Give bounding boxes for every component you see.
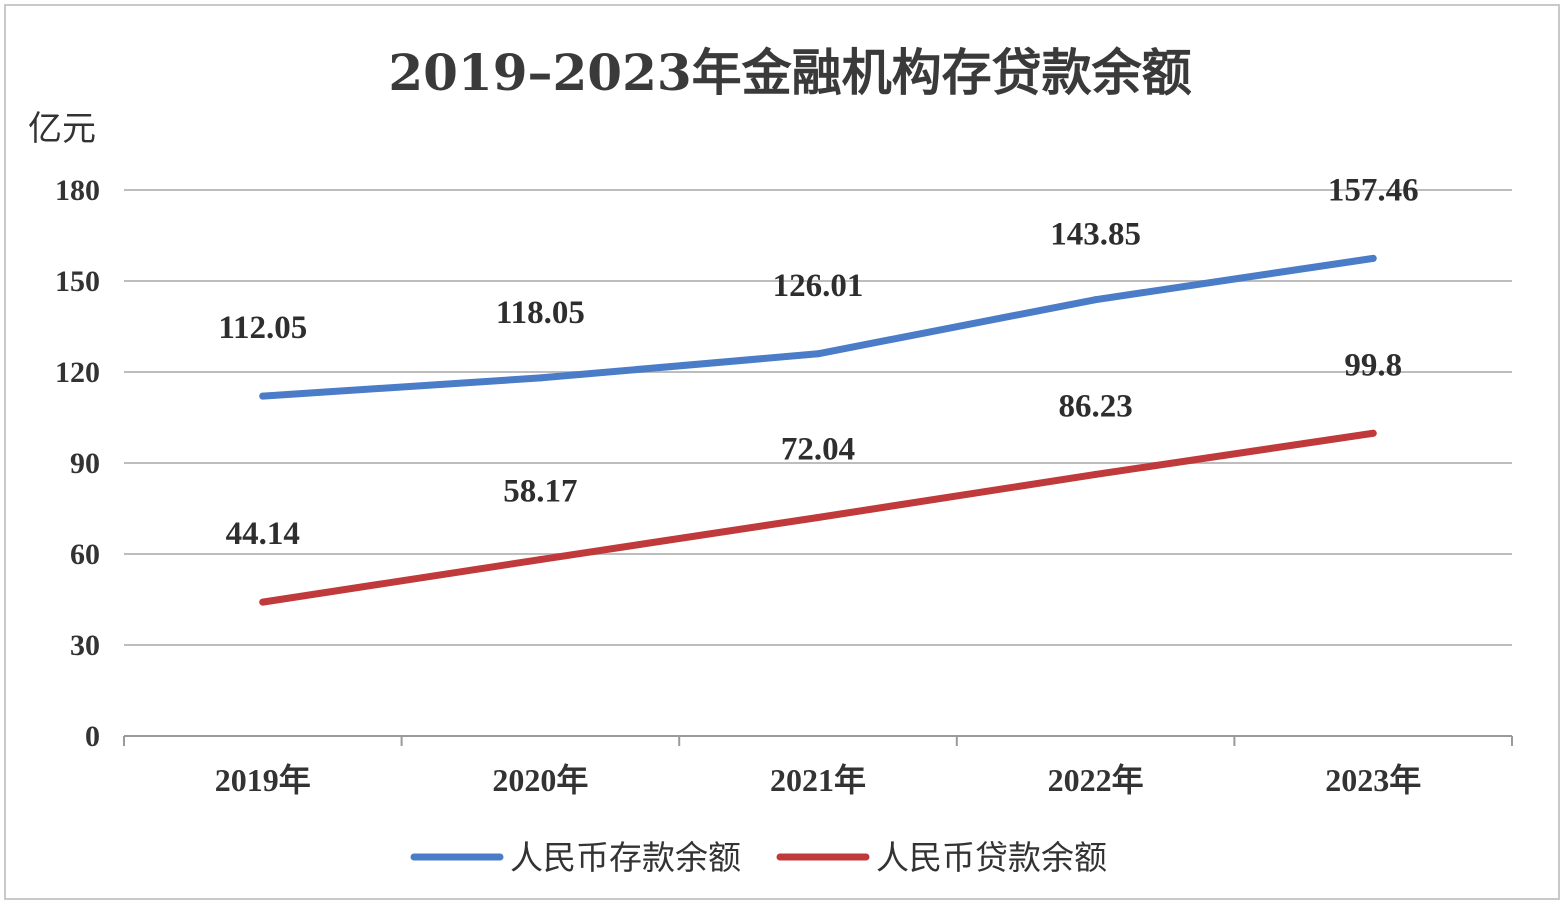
- y-tick-label: 0: [85, 720, 100, 753]
- chart-frame: [4, 4, 1560, 900]
- legend-label-1: 人民币存款余额: [510, 838, 741, 877]
- chart-title: 2019–2023年金融机构存贷款余额: [388, 43, 1191, 102]
- series-lines: [259, 254, 1377, 606]
- y-tick-label: 120: [55, 356, 100, 389]
- y-tick-label: 30: [70, 629, 100, 662]
- y-tick-label: 90: [70, 447, 100, 480]
- x-tick-label: 2022年: [1048, 762, 1144, 798]
- data-point: [814, 513, 822, 521]
- data-label: 157.46: [1328, 172, 1419, 208]
- legend-label-2: 人民币贷款余额: [876, 838, 1107, 877]
- data-label: 126.01: [773, 268, 864, 304]
- y-axis-ticks: 0 30 60 90 120 150 180: [55, 174, 100, 753]
- data-label: 86.23: [1058, 388, 1132, 424]
- data-label: 72.04: [781, 431, 855, 467]
- y-tick-label: 180: [55, 174, 100, 207]
- legend: 人民币存款余额 人民币贷款余额: [410, 838, 1107, 877]
- x-tick-label: 2019年: [215, 762, 311, 798]
- data-point: [1369, 429, 1377, 437]
- data-point: [536, 556, 544, 564]
- data-label: 118.05: [496, 295, 585, 331]
- x-axis: 2019年 2020年 2021年 2022年 2023年: [123, 735, 1513, 798]
- gridlines: [124, 189, 1512, 646]
- data-point: [1369, 254, 1377, 262]
- data-label: 112.05: [218, 310, 307, 346]
- data-point: [259, 598, 267, 606]
- data-label: 44.14: [226, 516, 300, 552]
- data-labels: 112.05 118.05 126.01 143.85 157.46 44.14 58.17…: [218, 172, 1418, 552]
- y-tick-label: 60: [70, 538, 100, 571]
- x-tick-label: 2021年: [770, 762, 866, 798]
- x-tick-label: 2023年: [1325, 762, 1421, 798]
- data-label: 143.85: [1050, 217, 1141, 253]
- data-label: 58.17: [503, 474, 577, 510]
- y-axis-unit-label: 亿元: [28, 109, 96, 149]
- data-point: [1092, 296, 1100, 304]
- data-point: [814, 350, 822, 358]
- y-tick-label: 150: [55, 265, 100, 298]
- data-point: [1092, 470, 1100, 478]
- data-point: [536, 374, 544, 382]
- data-point: [259, 392, 267, 400]
- data-label: 99.8: [1344, 347, 1402, 383]
- x-tick-label: 2020年: [492, 762, 588, 798]
